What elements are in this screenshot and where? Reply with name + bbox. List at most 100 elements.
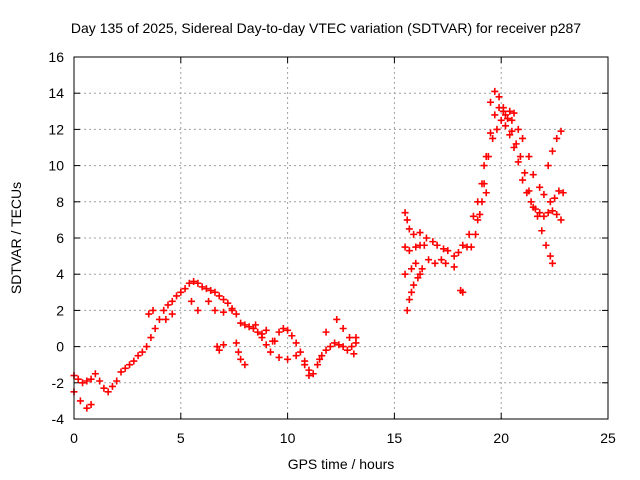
data-point <box>232 339 240 347</box>
data-point <box>211 288 219 296</box>
data-point <box>151 325 159 332</box>
data-point <box>544 162 552 170</box>
data-point <box>130 357 138 365</box>
y-tick-label: 8 <box>56 194 64 210</box>
data-point <box>410 230 418 238</box>
data-point <box>292 339 300 347</box>
data-point <box>491 111 499 119</box>
data-point <box>557 216 565 224</box>
data-point <box>301 361 309 369</box>
data-point <box>194 279 202 287</box>
data-point <box>343 346 351 354</box>
data-point <box>96 377 104 385</box>
data-point <box>292 352 300 360</box>
data-point <box>194 306 202 314</box>
data-point <box>202 285 210 293</box>
data-point <box>322 328 330 336</box>
data-point <box>519 134 527 142</box>
data-point <box>527 198 535 206</box>
x-axis-label: GPS time / hours <box>287 456 395 472</box>
data-point <box>476 210 484 218</box>
data-point <box>536 209 544 217</box>
data-point <box>508 116 516 124</box>
x-tick-label: 10 <box>280 430 296 446</box>
data-point <box>108 382 116 390</box>
data-point <box>542 241 550 249</box>
data-point <box>275 353 283 361</box>
data-point <box>540 191 548 199</box>
y-tick-label: -4 <box>52 411 65 427</box>
data-point <box>440 245 448 253</box>
data-point <box>551 194 559 202</box>
data-point <box>350 350 358 358</box>
data-point <box>521 169 529 177</box>
data-point <box>431 259 439 267</box>
data-point <box>309 370 317 378</box>
y-tick-label: -2 <box>52 375 65 391</box>
data-point <box>407 288 415 296</box>
data-point <box>241 361 249 369</box>
data-point <box>262 341 270 349</box>
data-point <box>407 265 415 273</box>
data-point <box>546 252 554 260</box>
data-point <box>245 323 253 331</box>
data-point <box>510 109 518 117</box>
data-point <box>536 183 544 191</box>
data-point <box>403 216 411 224</box>
data-point <box>531 205 539 213</box>
data-point <box>207 286 215 294</box>
data-point <box>224 299 232 307</box>
data-point <box>160 306 168 314</box>
data-point <box>506 131 514 139</box>
data-point <box>79 379 87 387</box>
data-point <box>442 259 450 267</box>
data-point <box>237 319 245 327</box>
data-point <box>220 296 228 304</box>
data-point <box>553 210 561 218</box>
data-point <box>474 216 482 224</box>
data-point <box>87 375 95 383</box>
data-point <box>412 259 420 267</box>
chart-title: Day 135 of 2025, Sidereal Day-to-day VTE… <box>70 20 582 36</box>
data-point <box>87 401 95 409</box>
data-point <box>83 377 91 385</box>
data-point <box>288 332 296 340</box>
data-point <box>416 270 424 278</box>
y-tick-label: 6 <box>56 230 64 246</box>
data-point <box>100 384 108 392</box>
data-point <box>149 306 157 314</box>
y-tick-label: 12 <box>48 121 64 137</box>
data-point <box>459 241 467 249</box>
data-point <box>262 326 270 334</box>
data-point <box>557 127 565 135</box>
data-point <box>418 265 426 273</box>
data-point <box>401 209 409 217</box>
data-point <box>450 263 458 271</box>
data-point <box>534 212 542 220</box>
data-point <box>168 297 176 305</box>
data-point <box>296 348 304 356</box>
data-point <box>444 247 452 255</box>
data-point <box>267 348 275 356</box>
data-point <box>516 153 524 161</box>
data-point <box>514 158 522 166</box>
data-point <box>529 171 537 179</box>
data-point <box>275 328 283 336</box>
data-point <box>254 328 262 336</box>
data-point <box>422 234 430 242</box>
grid <box>74 57 608 419</box>
data-point <box>339 343 347 351</box>
y-tick-label: 14 <box>48 85 64 101</box>
x-tick-label: 20 <box>493 430 509 446</box>
data-point <box>501 122 509 130</box>
data-point <box>326 343 334 351</box>
data-point <box>429 238 437 246</box>
data-point <box>76 397 84 405</box>
data-point <box>220 341 228 349</box>
y-axis-label: SDTVAR / TECUs <box>8 181 24 295</box>
data-point <box>228 306 236 314</box>
data-point <box>405 296 413 304</box>
y-tick-label: 10 <box>48 158 64 174</box>
data-point <box>450 252 458 260</box>
data-point <box>177 288 185 296</box>
